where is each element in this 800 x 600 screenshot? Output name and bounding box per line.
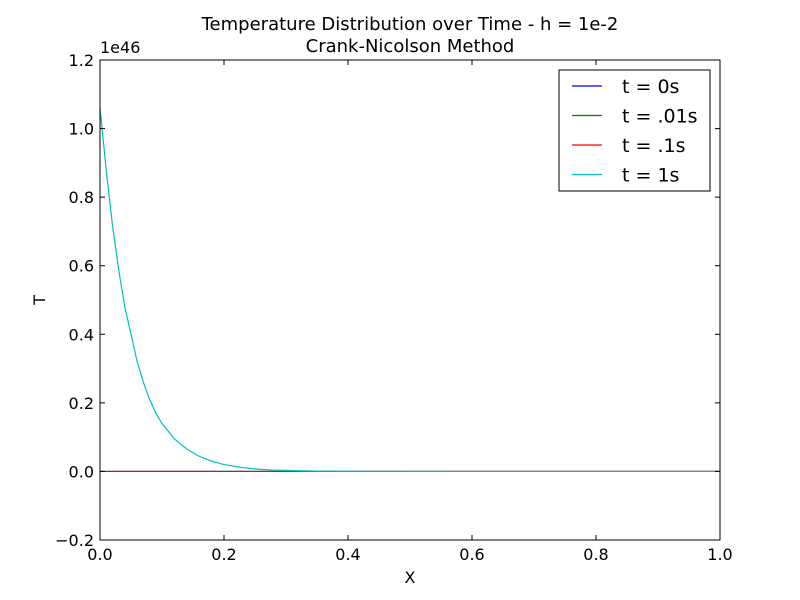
- axes-frame: [99, 59, 721, 541]
- legend-label-0: t = 0s: [622, 76, 679, 98]
- x-axis-label: X: [405, 568, 416, 587]
- x-tick-label-5: 1.0: [707, 545, 732, 564]
- y-tick-labels: −0.2 0.0 0.2 0.4 0.6 0.8 1.0 1.2: [55, 51, 94, 550]
- y-tick-label-3: 0.4: [69, 325, 94, 344]
- y-tick-label-6: 1.0: [69, 120, 94, 139]
- legend-label-3: t = 1s: [622, 165, 679, 187]
- x-tick-label-3: 0.6: [459, 545, 484, 564]
- series-line-3: [99, 107, 720, 473]
- y-tick-label-7: 1.2: [69, 51, 94, 70]
- legend-label-2: t = .1s: [622, 135, 685, 157]
- y-scale-offset: 1e46: [100, 38, 140, 57]
- legend-box: [558, 69, 711, 192]
- y-tick-label-1: 0.0: [69, 462, 94, 481]
- x-tick-labels: 0.0 0.2 0.4 0.6 0.8 1.0: [87, 545, 732, 564]
- y-tick-label-2: 0.2: [69, 394, 94, 413]
- y-axis-label: T: [30, 295, 49, 306]
- x-tick-label-0: 0.0: [87, 545, 112, 564]
- x-tick-label-1: 0.2: [211, 545, 236, 564]
- legend: t = 0s t = .01s t = .1s t = 1s: [558, 69, 711, 192]
- chart-subtitle: Crank-Nicolson Method: [306, 36, 515, 57]
- y-tick-label-0: −0.2: [55, 531, 94, 550]
- chart-title: Temperature Distribution over Time - h =…: [201, 14, 619, 35]
- x-tick-label-2: 0.4: [335, 545, 360, 564]
- y-tick-label-4: 0.6: [69, 257, 94, 276]
- y-tick-label-5: 0.8: [69, 188, 94, 207]
- legend-label-1: t = .01s: [622, 106, 698, 128]
- legend-items: t = 0s t = .01s t = .1s t = 1s: [572, 76, 698, 187]
- series-group: [99, 107, 720, 473]
- x-tick-label-4: 0.8: [583, 545, 608, 564]
